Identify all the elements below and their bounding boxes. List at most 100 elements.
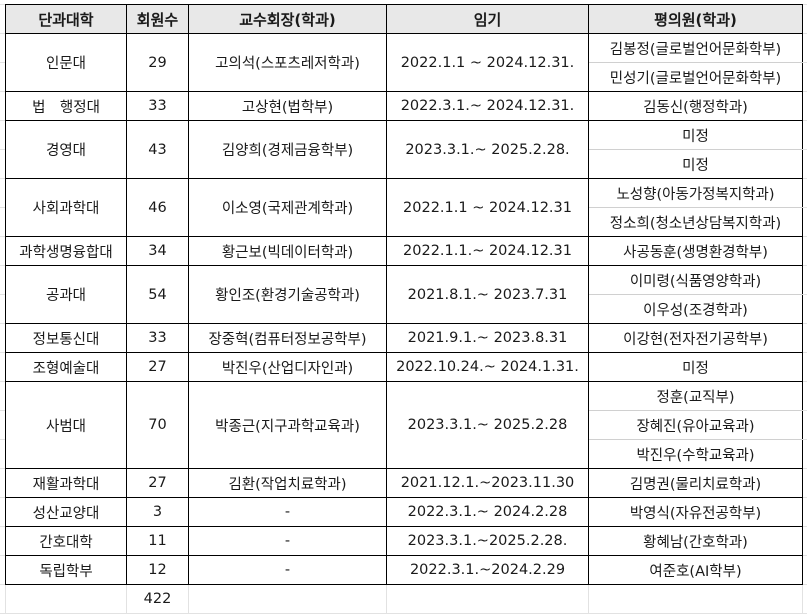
president-cell: 김환(작업치료학과) <box>188 468 387 498</box>
table-row: 정보통신대 33 장중혁(컴퓨터정보공학부) 2021.9.1.~ 2023.8.31… <box>5 323 803 353</box>
empty-cell <box>188 584 387 614</box>
term-cell: 2021.8.1.~ 2023.7.31 <box>386 265 589 324</box>
table-subrow: 장혜진(유아교육과) <box>6 410 803 440</box>
members-cell: 43 <box>126 120 189 179</box>
college-cell: 조형예술대 <box>5 352 127 382</box>
table-row: 성산교양대 3-2022.3.1.~ 2024.2.28 박영식(자유전공학부) <box>5 497 803 527</box>
representative-cell: 정훈(교직부) <box>588 381 803 411</box>
members-cell: 3 <box>126 497 189 527</box>
empty-cell <box>588 584 803 614</box>
representative-cell: 미정 <box>588 149 803 179</box>
college-cell: 사범대 <box>5 381 127 469</box>
members-cell: 33 <box>126 91 189 121</box>
college-cell: 간호대학 <box>5 526 127 556</box>
table-subrow: 민성기(글로벌언어문화학부) <box>6 62 803 92</box>
table-row: 사범대 70 박종근(지구과학교육과) 2023.3.1.~ 2025.2.28 정훈(… <box>5 381 803 469</box>
members-cell: 29 <box>126 33 189 92</box>
members-cell: 46 <box>126 178 189 237</box>
term-cell: 2023.3.1.~2025.2.28. <box>386 526 589 556</box>
president-cell: 고상현(법학부) <box>188 91 387 121</box>
representative-cell: 여준호(AI학부) <box>588 555 803 585</box>
term-cell: 2022.1.1.~ 2024.12.31 <box>386 236 589 266</box>
table-row: 간호대학 11-2023.3.1.~2025.2.28. 황혜남(간호학과) <box>5 526 803 556</box>
empty-cell <box>5 584 127 614</box>
representative-cell: 박진우(수학교육과) <box>588 439 803 469</box>
term-cell: 2022.3.1.~2024.2.29 <box>386 555 589 585</box>
term-cell: 2022.10.24.~ 2024.1.31. <box>386 352 589 382</box>
table-row: 경영대 43 김양희(경제금융학부) 2023.3.1.~ 2025.2.28. 미정 <box>5 120 803 179</box>
table-row: 법 행정대 33 고상현(법학부) 2022.3.1.~ 2024.12.31. 김동신… <box>5 91 803 121</box>
header-college: 단과대학 <box>5 4 127 34</box>
president-cell: 고의석(스포츠레저학과) <box>188 33 387 92</box>
total-row: 422 <box>5 584 803 614</box>
representative-cell: 김동신(행정학과) <box>588 91 803 121</box>
term-cell: 2022.3.1.~ 2024.2.28 <box>386 497 589 527</box>
representative-cell: 민성기(글로벌언어문화학부) <box>588 62 803 92</box>
table-subrow: 이우성(조경학과) <box>6 294 803 324</box>
president-cell: - <box>188 555 387 585</box>
president-cell: 박종근(지구과학교육과) <box>188 381 387 469</box>
college-cell: 사회과학대 <box>5 178 127 237</box>
term-cell: 2022.3.1.~ 2024.12.31. <box>386 91 589 121</box>
president-cell: - <box>188 497 387 527</box>
president-cell: - <box>188 526 387 556</box>
college-cell: 법 행정대 <box>5 91 127 121</box>
representative-cell: 사공동훈(생명환경학부) <box>588 236 803 266</box>
term-cell: 2023.3.1.~ 2025.2.28 <box>386 381 589 469</box>
members-cell: 70 <box>126 381 189 469</box>
table-row: 독립학부 12-2022.3.1.~2024.2.29 여준호(AI학부) <box>5 555 803 585</box>
representative-cell: 미정 <box>588 352 803 382</box>
college-cell: 경영대 <box>5 120 127 179</box>
header-term: 임기 <box>386 4 589 34</box>
college-cell: 성산교양대 <box>5 497 127 527</box>
representative-cell: 노성향(아동가정복지학과) <box>588 178 803 208</box>
total-members: 422 <box>126 584 189 614</box>
term-cell: 2021.12.1.~2023.11.30 <box>386 468 589 498</box>
representative-cell: 장혜진(유아교육과) <box>588 410 803 440</box>
president-cell: 박진우(산업디자인과) <box>188 352 387 382</box>
header-members: 회원수 <box>126 4 189 34</box>
table-row: 과학생명융합대 34 황근보(빅데이터학과) 2022.1.1.~ 2024.12.3… <box>5 236 803 266</box>
members-cell: 33 <box>126 323 189 353</box>
representative-cell: 김명권(물리치료학과) <box>588 468 803 498</box>
college-cell: 정보통신대 <box>5 323 127 353</box>
president-cell: 이소영(국제관계학과) <box>188 178 387 237</box>
header-president: 교수회장(학과) <box>188 4 387 34</box>
members-cell: 12 <box>126 555 189 585</box>
term-cell: 2021.9.1.~ 2023.8.31 <box>386 323 589 353</box>
empty-cell <box>386 584 589 614</box>
members-cell: 54 <box>126 265 189 324</box>
representative-cell: 이미령(식품영양학과) <box>588 265 803 295</box>
representative-cell: 정소희(청소년상담복지학과) <box>588 207 803 237</box>
term-cell: 2022.1.1 ~ 2024.12.31. <box>386 33 589 92</box>
president-cell: 장중혁(컴퓨터정보공학부) <box>188 323 387 353</box>
table-subrow: 박진우(수학교육과) <box>6 439 803 469</box>
table-row: 조형예술대 27 박진우(산업디자인과) 2022.10.24.~ 2024.1.31… <box>5 352 803 382</box>
table-row: 인문대 29 고의석(스포츠레저학과) 2022.1.1 ~ 2024.12.31. 김… <box>5 33 803 92</box>
college-cell: 재활과학대 <box>5 468 127 498</box>
council-table: 단과대학 회원수 교수회장(학과) 임기 평의원(학과) 인문대 29 고의석(스포… <box>5 4 803 614</box>
representative-cell: 황혜남(간호학과) <box>588 526 803 556</box>
table-row: 재활과학대 27 김환(작업치료학과) 2021.12.1.~2023.11.30 김명… <box>5 468 803 498</box>
members-cell: 11 <box>126 526 189 556</box>
table-row: 공과대 54 황인조(환경기술공학과) 2021.8.1.~ 2023.7.31 이미령… <box>5 265 803 324</box>
members-cell: 34 <box>126 236 189 266</box>
table-subrow: 미정 <box>6 149 803 179</box>
representative-cell: 미정 <box>588 120 803 150</box>
representative-cell: 김봉정(글로벌언어문화학부) <box>588 33 803 63</box>
term-cell: 2022.1.1 ~ 2024.12.31 <box>386 178 589 237</box>
representative-cell: 이강현(전자전기공학부) <box>588 323 803 353</box>
college-cell: 과학생명융합대 <box>5 236 127 266</box>
representative-cell: 박영식(자유전공학부) <box>588 497 803 527</box>
representative-cell: 이우성(조경학과) <box>588 294 803 324</box>
term-cell: 2023.3.1.~ 2025.2.28. <box>386 120 589 179</box>
college-cell: 공과대 <box>5 265 127 324</box>
college-cell: 인문대 <box>5 33 127 92</box>
college-cell: 독립학부 <box>5 555 127 585</box>
president-cell: 황근보(빅데이터학과) <box>188 236 387 266</box>
header-representatives: 평의원(학과) <box>588 4 803 34</box>
header-row: 단과대학 회원수 교수회장(학과) 임기 평의원(학과) <box>5 4 803 34</box>
president-cell: 김양희(경제금융학부) <box>188 120 387 179</box>
members-cell: 27 <box>126 468 189 498</box>
president-cell: 황인조(환경기술공학과) <box>188 265 387 324</box>
